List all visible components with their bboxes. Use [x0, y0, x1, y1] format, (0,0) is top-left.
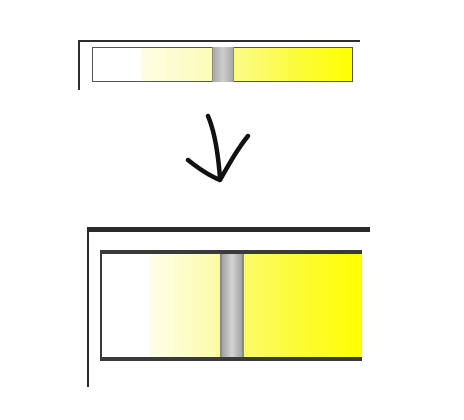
- down-arrow-icon: [185, 113, 251, 183]
- slider-thumb-before[interactable]: [212, 47, 234, 82]
- slider-frame-after: [87, 227, 370, 387]
- slider-frame-before: [78, 40, 360, 90]
- slider-thumb-after[interactable]: [220, 254, 244, 357]
